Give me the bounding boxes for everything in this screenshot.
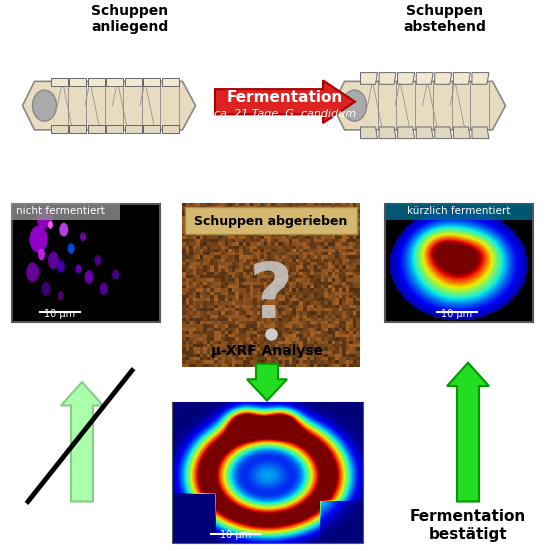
Bar bbox=[12, 204, 160, 322]
Polygon shape bbox=[69, 78, 86, 86]
Polygon shape bbox=[435, 73, 452, 84]
Ellipse shape bbox=[59, 223, 68, 236]
Polygon shape bbox=[50, 125, 67, 133]
Text: 10 μm: 10 μm bbox=[220, 530, 252, 541]
Polygon shape bbox=[379, 127, 396, 139]
Text: Schuppen
abstehend: Schuppen abstehend bbox=[404, 4, 486, 34]
Polygon shape bbox=[360, 73, 377, 84]
Text: nicht fermentiert: nicht fermentiert bbox=[16, 207, 105, 217]
Bar bbox=[385, 204, 533, 322]
Ellipse shape bbox=[100, 283, 108, 295]
Text: Fermentation
bestätigt: Fermentation bestätigt bbox=[410, 509, 526, 542]
Ellipse shape bbox=[57, 260, 65, 273]
Polygon shape bbox=[143, 78, 160, 86]
Ellipse shape bbox=[112, 270, 119, 279]
Polygon shape bbox=[398, 73, 415, 84]
Bar bbox=[173, 403, 363, 543]
Polygon shape bbox=[435, 127, 452, 139]
Ellipse shape bbox=[38, 249, 45, 260]
Polygon shape bbox=[416, 127, 433, 139]
Ellipse shape bbox=[80, 233, 86, 241]
Polygon shape bbox=[125, 78, 142, 86]
Ellipse shape bbox=[37, 207, 53, 229]
Polygon shape bbox=[453, 73, 470, 84]
FancyBboxPatch shape bbox=[386, 203, 532, 220]
Polygon shape bbox=[88, 78, 104, 86]
Polygon shape bbox=[360, 127, 377, 139]
FancyBboxPatch shape bbox=[11, 203, 120, 220]
Polygon shape bbox=[333, 82, 505, 130]
Ellipse shape bbox=[30, 225, 48, 253]
Ellipse shape bbox=[84, 270, 94, 284]
Polygon shape bbox=[125, 125, 142, 133]
Ellipse shape bbox=[68, 243, 75, 254]
Polygon shape bbox=[453, 127, 470, 139]
Polygon shape bbox=[472, 127, 489, 139]
Polygon shape bbox=[472, 73, 489, 84]
Text: μ-XRF Analyse: μ-XRF Analyse bbox=[211, 344, 323, 358]
Polygon shape bbox=[379, 73, 396, 84]
Text: 10 μm: 10 μm bbox=[441, 309, 473, 319]
Polygon shape bbox=[416, 73, 433, 84]
Ellipse shape bbox=[75, 264, 82, 273]
Polygon shape bbox=[22, 82, 195, 130]
Text: ?: ? bbox=[249, 260, 293, 334]
FancyArrow shape bbox=[247, 364, 287, 401]
Text: Schuppen abgerieben: Schuppen abgerieben bbox=[194, 214, 348, 228]
Ellipse shape bbox=[48, 221, 53, 229]
Polygon shape bbox=[88, 125, 104, 133]
Polygon shape bbox=[106, 125, 123, 133]
Polygon shape bbox=[143, 125, 160, 133]
Text: kürzlich fermentiert: kürzlich fermentiert bbox=[408, 207, 511, 217]
Ellipse shape bbox=[342, 90, 366, 121]
Ellipse shape bbox=[48, 252, 59, 269]
FancyBboxPatch shape bbox=[185, 207, 357, 234]
FancyArrow shape bbox=[447, 363, 489, 501]
FancyArrow shape bbox=[61, 382, 103, 501]
Polygon shape bbox=[69, 125, 86, 133]
Text: Schuppen
anliegend: Schuppen anliegend bbox=[91, 4, 168, 34]
Polygon shape bbox=[50, 78, 67, 86]
Ellipse shape bbox=[58, 291, 64, 301]
FancyArrow shape bbox=[215, 80, 355, 123]
Text: Fermentation: Fermentation bbox=[227, 90, 343, 105]
Polygon shape bbox=[398, 127, 415, 139]
Polygon shape bbox=[106, 78, 123, 86]
Ellipse shape bbox=[32, 90, 56, 121]
Ellipse shape bbox=[26, 263, 39, 282]
Text: 10 μm: 10 μm bbox=[44, 309, 75, 319]
Ellipse shape bbox=[42, 282, 50, 296]
Polygon shape bbox=[162, 78, 179, 86]
Ellipse shape bbox=[94, 255, 101, 266]
Polygon shape bbox=[162, 125, 179, 133]
Text: ca. 21 Tage, G. candidum: ca. 21 Tage, G. candidum bbox=[214, 109, 356, 120]
